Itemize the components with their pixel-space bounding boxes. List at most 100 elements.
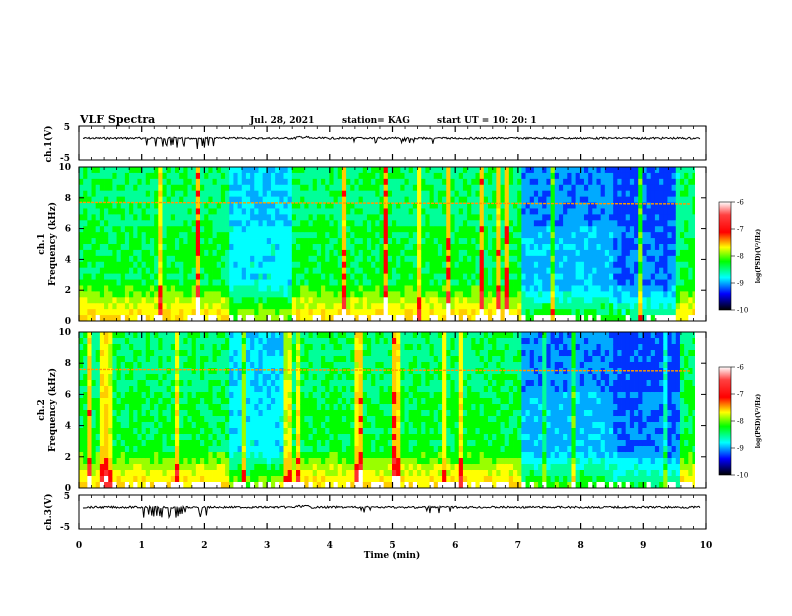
spectrogram-cell: [334, 256, 339, 262]
spectrogram-cell: [630, 268, 635, 274]
spectrogram-cell: [208, 179, 213, 185]
spectrogram-cell: [559, 268, 564, 274]
spectrogram-cell: [425, 232, 430, 238]
spectrogram-cell: [601, 220, 606, 226]
spectrogram-cell: [238, 220, 243, 226]
spectrogram-cell: [96, 285, 101, 291]
spectrogram-cell: [317, 238, 322, 244]
spectrogram-cell: [304, 226, 309, 232]
spectrogram-cell: [179, 250, 184, 256]
spectrogram-cell: [225, 297, 230, 303]
spectrogram-cell: [100, 179, 105, 185]
spectrogram-cell: [112, 434, 117, 440]
spectrogram-cell: [158, 250, 163, 256]
spectrogram-cell: [346, 208, 351, 214]
spectrogram-cell: [542, 220, 547, 226]
spectrogram-cell: [338, 185, 343, 191]
spectrogram-cell: [225, 380, 230, 386]
spectrogram-cell: [667, 244, 672, 250]
spectrogram-cell: [680, 238, 685, 244]
spectrogram-cell: [196, 250, 201, 256]
spectrogram-cell: [576, 238, 581, 244]
spectrogram-cell: [442, 214, 447, 220]
spectrogram-cell: [279, 173, 284, 179]
spectrogram-cell: [104, 315, 109, 321]
spectrogram-cell: [642, 274, 647, 280]
spectrogram-cell: [125, 208, 130, 214]
spectrogram-cell: [229, 256, 234, 262]
spectrogram-cell: [167, 350, 172, 356]
spectrogram-cell: [584, 268, 589, 274]
spectrogram-cell: [484, 173, 489, 179]
spectrogram-cell: [288, 268, 293, 274]
spectrogram-cell: [288, 191, 293, 197]
spectrogram-cell: [626, 244, 631, 250]
spectrogram-cell: [162, 428, 167, 434]
spectrogram-cell: [104, 458, 109, 464]
spectrogram-cell: [92, 476, 97, 482]
spectrogram-cell: [396, 315, 401, 321]
spectrogram-cell: [167, 344, 172, 350]
spectrogram-cell: [221, 350, 226, 356]
spectrogram-cell: [580, 274, 585, 280]
spectrogram-cell: [484, 250, 489, 256]
spectrogram-cell: [596, 297, 601, 303]
spectrogram-cell: [213, 285, 218, 291]
spectrogram-cell: [129, 291, 134, 297]
spectrogram-cell: [551, 238, 556, 244]
spectrogram-cell: [384, 297, 389, 303]
spectrogram-cell: [267, 208, 272, 214]
spectrogram-cell: [309, 179, 314, 185]
spectrogram-cell: [350, 185, 355, 191]
spectrogram-cell: [442, 280, 447, 286]
spectrogram-cell: [288, 232, 293, 238]
spectrogram-cell: [588, 173, 593, 179]
spectrogram-cell: [517, 262, 522, 268]
spectrogram-cell: [229, 244, 234, 250]
spectrogram-cell: [513, 197, 518, 203]
spectrogram-cell: [509, 232, 514, 238]
spectrogram-cell: [238, 214, 243, 220]
spectrogram-cell: [463, 309, 468, 315]
spectrogram-cell: [342, 197, 347, 203]
spectrogram-cell: [321, 303, 326, 309]
spectrogram-cell: [250, 268, 255, 274]
spectrogram-cell: [246, 244, 251, 250]
spectrogram-cell: [167, 220, 172, 226]
spectrogram-cell: [183, 285, 188, 291]
spectrogram-cell: [509, 309, 514, 315]
spectrogram-cell: [117, 398, 122, 404]
spectrogram-cell: [334, 191, 339, 197]
spectrogram-cell: [87, 274, 92, 280]
spectrogram-cell: [634, 268, 639, 274]
spectrogram-cell: [413, 268, 418, 274]
spectrogram-cell: [367, 179, 372, 185]
spectrogram-cell: [622, 285, 627, 291]
spectrogram-cell: [509, 191, 514, 197]
spectrogram-cell: [117, 309, 122, 315]
spectrogram-cell: [192, 344, 197, 350]
spectrogram-cell: [258, 226, 263, 232]
spectrogram-cell: [108, 173, 113, 179]
spectrogram-cell: [200, 220, 205, 226]
spectrogram-cell: [434, 262, 439, 268]
spectrogram-cell: [505, 268, 510, 274]
spectrogram-cell: [505, 232, 510, 238]
spectrogram-cell: [434, 197, 439, 203]
spectrogram-cell: [92, 185, 97, 191]
spectrogram-cell: [521, 303, 526, 309]
spectrogram-cell: [133, 440, 138, 446]
spectrogram-cell: [584, 232, 589, 238]
spectrogram-cell: [425, 268, 430, 274]
spectrogram-cell: [655, 280, 660, 286]
spectrogram-cell: [292, 303, 297, 309]
spectrogram-cell: [329, 226, 334, 232]
spectrogram-cell: [158, 203, 163, 209]
spectrogram-cell: [655, 303, 660, 309]
spectrogram-cell: [275, 256, 280, 262]
spectrogram-cell: [421, 185, 426, 191]
spectrogram-cell: [634, 274, 639, 280]
spectrogram-cell: [121, 244, 126, 250]
spectrogram-cell: [601, 303, 606, 309]
spectrogram-cell: [108, 470, 113, 476]
